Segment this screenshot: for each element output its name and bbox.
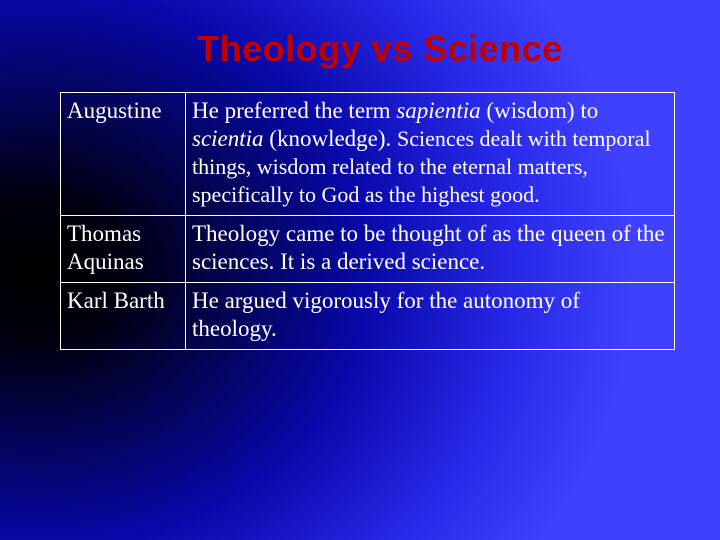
text-fragment: He preferred the term [192,98,396,123]
text-italic: sapientia [396,98,480,123]
slide-title: Theology vs Science [70,28,690,70]
text-italic: scientia [192,126,264,151]
table-row: Karl Barth He argued vigorously for the … [61,283,675,350]
text-fragment: (knowledge). [264,126,398,151]
theology-table: Augustine He preferred the term sapienti… [60,92,675,350]
cell-name: Karl Barth [61,283,186,350]
cell-desc: Theology came to be thought of as the qu… [186,216,675,283]
table-row: Thomas Aquinas Theology came to be thoug… [61,216,675,283]
cell-name: Augustine [61,93,186,216]
cell-desc: He argued vigorously for the autonomy of… [186,283,675,350]
text-fragment: (wisdom) to [481,98,599,123]
table-row: Augustine He preferred the term sapienti… [61,93,675,216]
cell-desc: He preferred the term sapientia (wisdom)… [186,93,675,216]
slide: Theology vs Science Augustine He preferr… [0,0,720,540]
cell-name: Thomas Aquinas [61,216,186,283]
